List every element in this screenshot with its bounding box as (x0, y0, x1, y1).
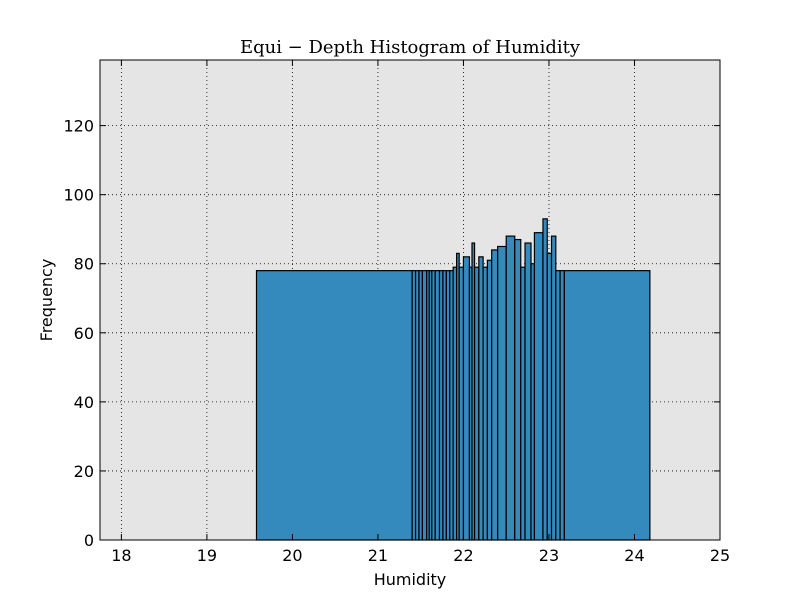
axis-tick-labels: 18 19 20 21 22 23 24 25 0 20 40 60 80 100 120 (63, 117, 730, 565)
y-axis-label: Frequency (37, 259, 56, 342)
histogram-bar (486, 259, 493, 541)
histogram-bar (473, 266, 480, 541)
histogram-bar (563, 270, 651, 541)
x-tick-label: 20 (282, 546, 302, 565)
x-tick-label: 23 (539, 546, 559, 565)
y-tick-label: 120 (63, 117, 94, 136)
x-tick-label: 24 (624, 546, 644, 565)
y-tick-label: 80 (74, 255, 94, 274)
histogram-bar (555, 270, 561, 541)
histogram-bar (458, 266, 465, 541)
x-axis-label: Humidity (374, 570, 447, 589)
histogram-bar (497, 245, 507, 541)
histogram-bar (533, 232, 544, 541)
histogram-bar (559, 270, 565, 541)
bars-group (255, 218, 651, 541)
x-tick-label: 18 (111, 546, 131, 565)
y-tick-label: 0 (84, 531, 94, 550)
x-tick-label: 21 (368, 546, 388, 565)
plot-frame (99, 59, 721, 541)
x-tick-label: 25 (710, 546, 730, 565)
histogram-bar (524, 242, 532, 541)
histogram-bar (546, 252, 553, 541)
histogram-bar (434, 270, 441, 541)
histogram-bar (482, 266, 488, 541)
histogram-bar (514, 238, 522, 541)
y-tick-label: 100 (63, 186, 94, 205)
histogram-bar (550, 235, 557, 541)
x-tick-label: 19 (197, 546, 217, 565)
histogram-bar (462, 256, 471, 541)
histogram-bar (421, 270, 428, 541)
histogram-bar (491, 249, 499, 541)
histogram-bar (478, 256, 484, 541)
chart-title: Equi − Depth Histogram of Humidity (240, 37, 581, 58)
axis-ticks (100, 60, 721, 541)
y-tick-label: 20 (74, 462, 94, 481)
y-tick-label: 40 (74, 393, 94, 412)
histogram-bar (520, 266, 526, 541)
histogram-bar (505, 235, 516, 541)
y-tick-label: 60 (74, 324, 94, 343)
histogram-bar (255, 270, 413, 541)
x-tick-label: 22 (453, 546, 473, 565)
histogram-bar (542, 218, 548, 541)
